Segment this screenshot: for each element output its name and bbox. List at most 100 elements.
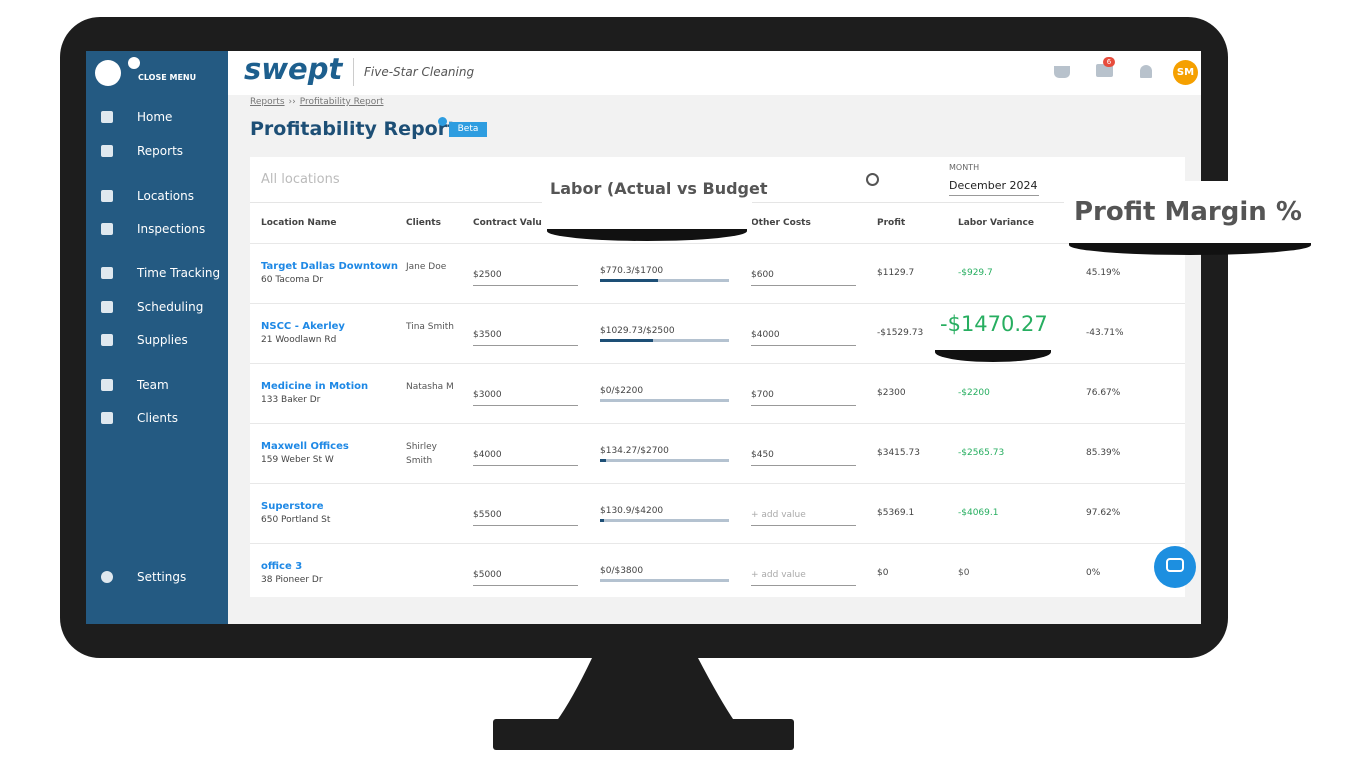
location-name[interactable]: office 3 <box>261 561 303 572</box>
profit: $3415.73 <box>877 448 920 458</box>
client: Tina Smith <box>406 322 455 332</box>
location-filter[interactable]: All locations <box>261 172 340 187</box>
contract-value[interactable]: $5500 <box>473 510 502 520</box>
profit-margin: 45.19% <box>1086 268 1121 278</box>
profit-margin: 76.67% <box>1086 388 1121 398</box>
breadcrumb-link[interactable]: Profitability Report <box>299 97 384 107</box>
location-name[interactable]: Target Dallas Downtown <box>261 261 399 272</box>
help-dot[interactable] <box>438 117 447 126</box>
contract-value[interactable]: $2500 <box>473 270 502 280</box>
callout-text: Labor (Actual vs Budget <box>550 179 768 198</box>
avatar[interactable]: SM <box>1173 60 1198 85</box>
location-name[interactable]: Maxwell Offices <box>261 441 349 452</box>
input-underline <box>473 465 578 466</box>
location-address: 159 Weber St W <box>261 455 334 465</box>
nav-item[interactable]: Inspections <box>137 222 206 236</box>
profit: -$1529.73 <box>877 328 924 338</box>
nav-icon <box>101 111 113 123</box>
client: Shirley Smith <box>406 442 437 466</box>
add-value[interactable]: + add value <box>751 510 806 520</box>
row-divider <box>250 363 1185 364</box>
callout: Labor (Actual vs Budget <box>542 157 767 229</box>
breadcrumb-link[interactable]: Reports <box>250 97 285 107</box>
nav-item[interactable]: Locations <box>137 189 195 203</box>
contract-value[interactable]: $3500 <box>473 330 502 340</box>
profit-margin: -43.71% <box>1086 328 1124 338</box>
row-divider <box>250 543 1185 544</box>
chat-badge: 6 <box>1103 57 1115 67</box>
column-header: Clients <box>406 218 441 228</box>
labor-bar <box>600 519 729 522</box>
other-costs[interactable]: $450 <box>751 450 774 460</box>
input-underline <box>751 525 856 526</box>
callout-text: -$1470.27 <box>940 312 1048 336</box>
location-address: 650 Portland St <box>261 515 331 525</box>
location-name[interactable]: Medicine in Motion <box>261 381 369 392</box>
profit-margin: 0% <box>1086 568 1101 578</box>
contract-value[interactable]: $4000 <box>473 450 502 460</box>
other-costs[interactable]: $4000 <box>751 330 780 340</box>
labor-bar-fill <box>600 339 654 342</box>
close-menu[interactable]: CLOSE MENU <box>138 73 197 82</box>
breadcrumb: Reports ›› Profitability Report <box>250 97 384 107</box>
profit: $5369.1 <box>877 508 915 518</box>
nav-item[interactable]: Clients <box>137 411 178 425</box>
callout-text: Profit Margin % <box>1074 197 1302 227</box>
sidebar: CLOSE MENU Home Reports Locations Inspection… <box>86 51 228 624</box>
input-underline <box>473 585 578 586</box>
client: Jane Doe <box>406 262 447 272</box>
nav-item[interactable]: Home <box>137 110 173 124</box>
nav-icon <box>101 334 113 346</box>
labor-variance: -$4069.1 <box>958 508 999 518</box>
nav-item[interactable]: Time Tracking <box>137 266 221 280</box>
chat-icon[interactable] <box>1096 64 1113 77</box>
input-underline <box>473 525 578 526</box>
callout: Profit Margin % <box>1064 181 1316 243</box>
company-name: Five-Star Cleaning <box>364 65 475 79</box>
contract-value[interactable]: $3000 <box>473 390 502 400</box>
labor-bar-fill <box>600 519 605 522</box>
bell-icon[interactable] <box>1140 65 1152 78</box>
nav-item[interactable]: Settings <box>137 570 187 584</box>
profit-margin: 97.62% <box>1086 508 1121 518</box>
column-header: Contract Value <box>473 218 548 228</box>
chat-button[interactable] <box>1154 546 1196 588</box>
labor-label: $0/$3800 <box>600 566 644 576</box>
labor-label: $770.3/$1700 <box>600 266 664 276</box>
other-costs[interactable]: $700 <box>751 390 774 400</box>
input-underline <box>751 585 856 586</box>
labor-label: $134.27/$2700 <box>600 446 669 456</box>
header-divider <box>353 58 354 86</box>
logo: swept <box>244 52 343 86</box>
labor-label: $1029.73/$2500 <box>600 326 675 336</box>
labor-bar <box>600 459 729 462</box>
nav-icon <box>101 145 113 157</box>
profit: $2300 <box>877 388 906 398</box>
search-icon[interactable] <box>866 173 879 186</box>
nav-icon <box>101 267 113 279</box>
row-divider <box>250 303 1185 304</box>
nav-item[interactable]: Reports <box>137 144 184 158</box>
input-underline <box>751 465 856 466</box>
location-name[interactable]: NSCC - Akerley <box>261 321 345 332</box>
menu-dot <box>128 57 140 69</box>
location-name[interactable]: Superstore <box>261 501 324 512</box>
header <box>228 51 1201 95</box>
labor-bar <box>600 339 729 342</box>
input-underline <box>473 405 578 406</box>
month-underline <box>949 195 1039 196</box>
contract-value[interactable]: $5000 <box>473 570 502 580</box>
row-divider <box>250 423 1185 424</box>
nav-item[interactable]: Team <box>137 378 169 392</box>
cart-icon[interactable] <box>1054 66 1070 78</box>
menu-button[interactable] <box>95 60 121 86</box>
row-divider <box>250 243 1185 244</box>
nav-icon <box>101 379 113 391</box>
month-label: MONTH <box>949 163 980 172</box>
nav-item[interactable]: Scheduling <box>137 300 204 314</box>
column-header: Other Costs <box>751 218 811 228</box>
nav-item[interactable]: Supplies <box>137 333 188 347</box>
month-value[interactable]: December 2024 <box>949 179 1038 192</box>
other-costs[interactable]: $600 <box>751 270 774 280</box>
add-value[interactable]: + add value <box>751 570 806 580</box>
